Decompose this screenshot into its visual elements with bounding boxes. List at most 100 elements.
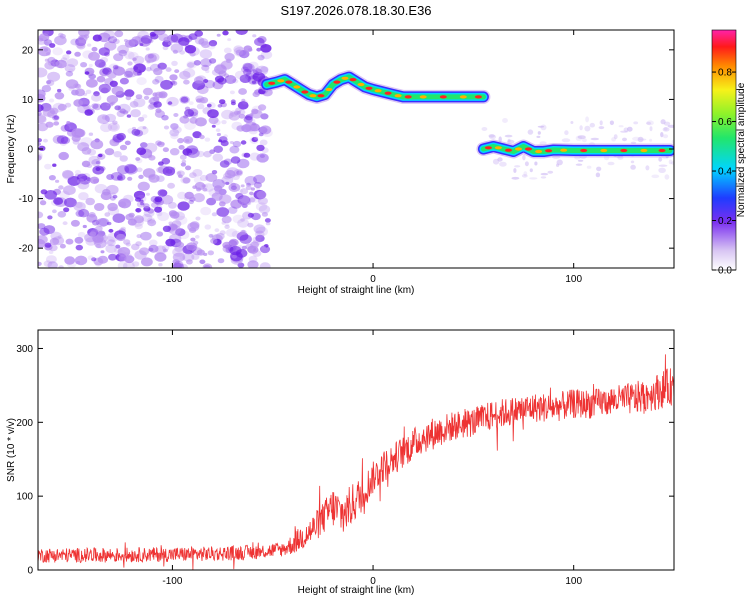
noise-speckle [230, 101, 236, 106]
noise-speckle [173, 113, 179, 117]
noise-speckle [248, 61, 259, 70]
noise-speckle [217, 77, 227, 85]
noise-speckle [91, 159, 101, 167]
noise-speckle [75, 244, 84, 251]
noise-speckle [630, 164, 636, 170]
noise-speckle [239, 74, 251, 83]
noise-speckle [90, 139, 104, 150]
colorbar: 0.0 0.2 0.4 0.6 0.8 Normalized spectral ampl… [711, 29, 747, 277]
noise-speckle [162, 147, 169, 153]
noise-speckle [117, 261, 128, 268]
noise-speckle [180, 162, 187, 167]
noise-speckle [112, 38, 120, 45]
noise-speckle [71, 128, 85, 138]
noise-speckle [237, 262, 245, 268]
noise-speckle [77, 142, 90, 152]
noise-speckle [62, 54, 70, 60]
noise-speckle [139, 43, 144, 47]
noise-speckle [140, 231, 152, 241]
noise-speckle [214, 228, 220, 233]
noise-speckle [38, 261, 42, 266]
noise-speckle [216, 33, 221, 37]
noise-speckle [126, 114, 132, 118]
noise-speckle [502, 118, 508, 123]
noise-speckle [256, 186, 260, 190]
noise-speckle [147, 154, 153, 159]
noise-speckle [85, 197, 95, 206]
noise-speckle [221, 215, 232, 224]
noise-speckle [488, 134, 497, 140]
ridge-upper-peak [317, 94, 325, 98]
noise-speckle [38, 142, 41, 146]
noise-speckle [119, 155, 128, 162]
noise-speckle [237, 101, 249, 110]
spectrogram-marks [38, 30, 674, 268]
noise-speckle [160, 142, 165, 146]
noise-speckle [649, 126, 653, 132]
noise-speckle [257, 54, 265, 61]
noise-speckle [57, 211, 67, 218]
noise-speckle [258, 204, 271, 214]
noise-speckle [78, 192, 89, 201]
noise-speckle [211, 212, 218, 217]
noise-speckle [47, 56, 56, 64]
noise-speckle [524, 161, 529, 167]
noise-speckle [208, 40, 218, 47]
noise-speckle [49, 107, 59, 115]
noise-speckle [255, 202, 268, 212]
noise-speckle [113, 151, 122, 158]
noise-speckle [140, 202, 145, 206]
ridge-upper-peak [301, 90, 309, 94]
noise-speckle [481, 127, 488, 131]
noise-speckle [68, 86, 75, 91]
noise-speckle [224, 224, 230, 229]
noise-speckle [84, 233, 97, 243]
noise-speckle [182, 177, 191, 184]
noise-speckle [190, 111, 199, 119]
noise-speckle [220, 60, 233, 70]
noise-speckle [582, 137, 587, 143]
noise-speckle [179, 50, 185, 55]
noise-speckle [135, 208, 141, 213]
noise-speckle [260, 50, 273, 60]
noise-speckle [212, 153, 224, 162]
snr-ylabel: SNR (10 * v/v) [6, 418, 17, 482]
noise-speckle [82, 224, 87, 229]
noise-speckle [178, 145, 185, 150]
noise-speckle [261, 212, 268, 217]
noise-speckle [649, 138, 653, 142]
noise-speckle [110, 172, 123, 181]
noise-speckles [38, 30, 674, 268]
ridge-upper-peak [357, 82, 365, 87]
spectrogram-ytick-label: 10 [22, 95, 34, 106]
noise-speckle [253, 174, 266, 184]
noise-speckle [91, 103, 99, 109]
ridge-upper-peak [404, 95, 412, 99]
noise-speckle [85, 89, 92, 95]
noise-speckle [219, 160, 230, 168]
noise-speckle [240, 218, 246, 222]
noise-speckle [221, 175, 234, 185]
noise-speckle [106, 174, 114, 180]
colorbar-ticks: 0.0 0.2 0.4 0.6 0.8 [711, 29, 737, 277]
ridge-upper-peak [333, 80, 341, 84]
noise-speckle [241, 98, 246, 102]
noise-speckle [64, 64, 76, 73]
noise-speckle [556, 159, 563, 166]
noise-speckle [534, 161, 538, 166]
noise-speckle [235, 107, 242, 113]
noise-speckle [222, 241, 232, 249]
noise-speckle [256, 47, 262, 52]
noise-speckle [132, 57, 137, 62]
noise-speckle [109, 102, 115, 106]
noise-speckle [200, 206, 212, 216]
noise-speckle [242, 62, 253, 71]
noise-speckle [129, 101, 139, 108]
noise-speckle [252, 236, 262, 244]
noise-speckle [84, 109, 93, 116]
noise-speckle [94, 203, 105, 211]
noise-speckle [47, 71, 61, 82]
noise-speckle [169, 74, 178, 81]
noise-speckle [117, 174, 126, 181]
noise-speckle [169, 128, 180, 137]
